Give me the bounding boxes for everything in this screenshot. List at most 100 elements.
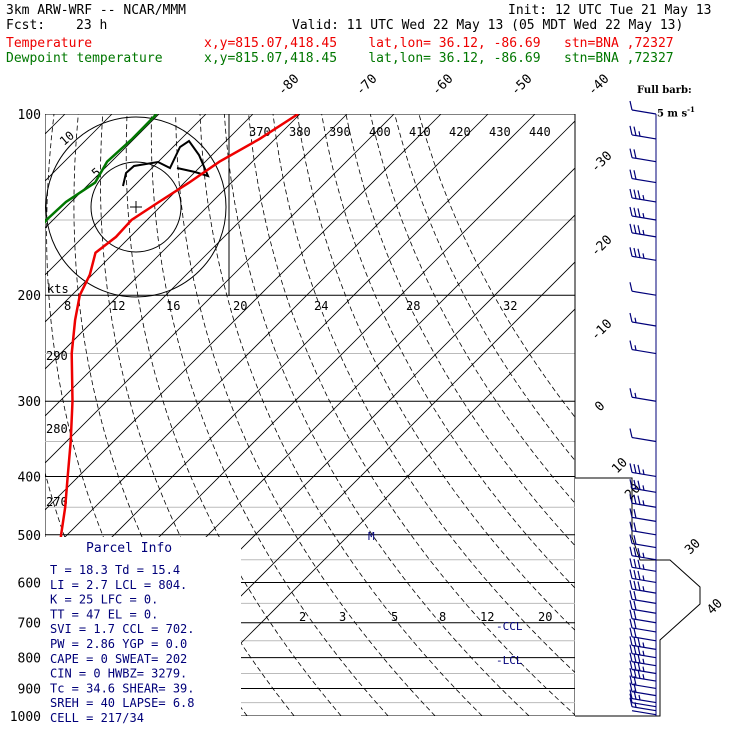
wind-barb-half-flag xyxy=(642,666,645,672)
wind-barb-half-flag xyxy=(642,500,645,506)
theta-label: 380 xyxy=(289,125,311,139)
wind-barb-flag xyxy=(629,247,633,257)
isotherm-label: -10 xyxy=(588,317,615,344)
wind-barb xyxy=(629,188,657,203)
dry-adiabat xyxy=(150,114,389,716)
parcel-info-row: LI = 2.7 LCL = 804. xyxy=(50,578,187,592)
parcel-info-background xyxy=(45,537,241,716)
parcel-info-title: Parcel Info xyxy=(86,541,172,556)
hodograph-speed-label: 16 xyxy=(166,299,180,313)
theta-label: 400 xyxy=(369,125,391,139)
lcl-marker: -LCL xyxy=(496,654,523,667)
isotherm-line xyxy=(167,308,575,716)
wind-barb xyxy=(629,494,657,508)
isotherm-label: -30 xyxy=(588,149,615,176)
wind-barb xyxy=(629,590,657,604)
temperature-trace xyxy=(45,114,299,692)
isotherm-label: -40 xyxy=(585,72,612,99)
isotherm-label: 40 xyxy=(704,596,726,618)
wind-barb-flag xyxy=(633,645,637,655)
theta-label: 420 xyxy=(449,125,471,139)
model-title: 3km ARW-WRF -- NCAR/MMM xyxy=(6,3,187,18)
isotherm-line xyxy=(45,114,536,605)
wind-barb-flag xyxy=(629,494,633,504)
parcel-info-row: SREH = 40 LAPSE= 6.8 xyxy=(50,696,195,710)
hodograph-speed-label: 32 xyxy=(503,299,517,313)
theta-label: 410 xyxy=(409,125,431,139)
wind-barb-half-flag xyxy=(642,650,645,656)
wind-barbs xyxy=(629,100,657,716)
wind-barb-half-flag xyxy=(642,564,645,570)
wind-barb xyxy=(629,340,657,355)
wind-barb-flag xyxy=(629,125,633,136)
parcel-info-row: CAPE = 0 SWEAT= 202 xyxy=(50,652,187,666)
theta-label: 370 xyxy=(249,125,271,139)
dry-adiabat xyxy=(223,114,530,716)
pressure-tick-label: 600 xyxy=(18,576,41,591)
wind-barb-shaft xyxy=(631,702,657,708)
wind-barb-flag xyxy=(629,479,633,489)
dry-adiabat xyxy=(248,114,575,716)
wind-barb-shaft xyxy=(631,109,657,115)
barb-key-units: 5 m s xyxy=(656,108,688,120)
wind-barb-flag xyxy=(637,661,641,672)
wind-barb-flag xyxy=(637,637,641,647)
wind-barb-flag xyxy=(629,682,633,692)
wind-barb-flag xyxy=(633,464,637,474)
wind-barb-flag xyxy=(629,188,633,199)
hodograph-speed-label: 20 xyxy=(233,299,247,313)
pressure-tick-label: 100 xyxy=(18,108,41,123)
pressure-tick-label: 400 xyxy=(18,470,41,485)
wind-barb-flag xyxy=(629,521,633,531)
dry-adiabat xyxy=(296,114,575,631)
wind-barb-flag xyxy=(633,653,637,663)
mixing-ratio-label: 3 xyxy=(339,610,346,624)
dry-adiabat xyxy=(321,114,575,589)
mixing-ratio-label: 20 xyxy=(538,610,552,624)
wind-barb-flag xyxy=(637,495,641,505)
wind-barb xyxy=(629,627,657,642)
wind-barb-flag xyxy=(633,170,637,180)
wind-barb-flag xyxy=(633,126,637,136)
wind-barb-flag xyxy=(629,618,633,629)
wind-barb xyxy=(629,534,657,549)
theta-side-label: 280 xyxy=(46,422,68,436)
parcel-info-box: Parcel Info T = 18.3 Td = 15.4LI = 2.7 LC… xyxy=(45,537,241,725)
wind-barb-half-flag xyxy=(638,131,641,137)
wind-barb-flag xyxy=(629,689,633,699)
wind-barb-flag xyxy=(633,149,637,159)
wind-barb-flag xyxy=(629,590,633,600)
wind-barb-half-flag xyxy=(642,194,645,201)
wind-barb-flag xyxy=(633,558,637,569)
wind-barb xyxy=(629,282,657,296)
hodograph-ring-5 xyxy=(90,161,182,253)
wind-barb xyxy=(629,223,657,238)
barb-key-exponent: -1 xyxy=(687,105,695,114)
wind-barb-flag xyxy=(629,546,633,556)
wind-barb xyxy=(629,600,657,614)
wind-barb-flag xyxy=(633,636,637,647)
wind-barb-flag xyxy=(629,428,633,438)
pressure-tick-label: 800 xyxy=(18,652,41,667)
wind-barb-flag xyxy=(629,693,633,703)
wind-barb-flag xyxy=(637,559,641,569)
forecast-label: Fcst: xyxy=(6,18,46,33)
parcel-info-row: CIN = 0 HWBZ= 3279. xyxy=(50,667,187,681)
wind-barb-flag xyxy=(629,609,633,619)
wind-barb-flag xyxy=(633,189,637,199)
forecast-hour: 23 h xyxy=(76,18,108,33)
mixing-ratio-label: 2 xyxy=(299,610,306,624)
wind-barb-flag xyxy=(633,628,637,638)
wind-barb-half-flag xyxy=(642,642,645,648)
isotherm-line xyxy=(45,114,207,276)
wind-barb-flag xyxy=(629,569,633,579)
wind-barb-half-flag xyxy=(642,575,645,581)
wind-barb-flag xyxy=(633,580,637,590)
wind-barb-flag xyxy=(633,590,637,601)
theta-label: 430 xyxy=(489,125,511,139)
wind-barb xyxy=(629,148,657,163)
wind-barb xyxy=(629,660,657,675)
wind-barb-flag xyxy=(633,570,637,580)
